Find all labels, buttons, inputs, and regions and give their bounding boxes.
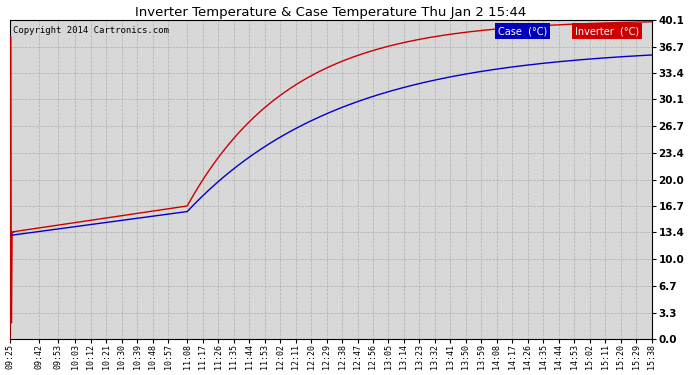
Text: Case  (°C): Case (°C) (497, 26, 547, 36)
Title: Inverter Temperature & Case Temperature Thu Jan 2 15:44: Inverter Temperature & Case Temperature … (135, 6, 526, 18)
Text: Copyright 2014 Cartronics.com: Copyright 2014 Cartronics.com (13, 26, 169, 35)
Text: Inverter  (°C): Inverter (°C) (575, 26, 639, 36)
